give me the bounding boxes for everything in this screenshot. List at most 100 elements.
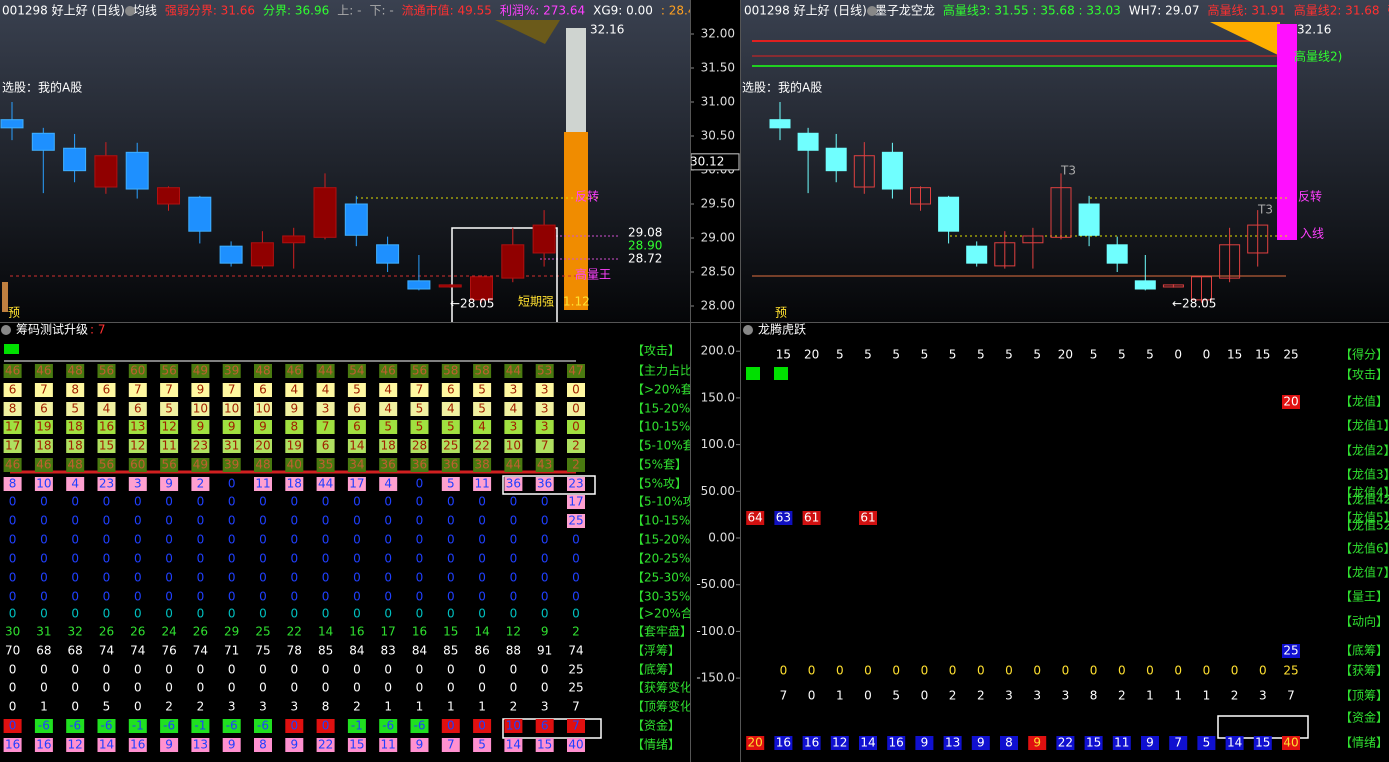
cell-bg bbox=[379, 719, 398, 733]
annotation: 选股：我的A股 bbox=[742, 80, 822, 95]
y-tick-label: 29.50 bbox=[701, 197, 735, 211]
cell-value: 14 bbox=[1227, 736, 1242, 750]
cell-bg bbox=[1282, 395, 1300, 409]
cell-value: 0 bbox=[1203, 664, 1211, 678]
cell-value: 0 bbox=[353, 663, 361, 677]
cell-bg bbox=[1282, 736, 1300, 750]
cell-bg bbox=[191, 439, 210, 453]
cell-value: 0 bbox=[134, 607, 142, 621]
cell-value: 0 bbox=[447, 571, 455, 585]
cell-value: 3 bbox=[322, 402, 330, 416]
cell-bg bbox=[254, 477, 272, 491]
cell-value: 6 bbox=[103, 383, 111, 397]
cell-bg bbox=[504, 439, 523, 453]
cell-value: 0 bbox=[134, 552, 142, 566]
cell-value: 0 bbox=[478, 719, 486, 733]
cell-value: 9 bbox=[1033, 736, 1041, 750]
cell-bg bbox=[128, 719, 147, 733]
cell-value: 0 bbox=[416, 681, 424, 695]
cell-bg bbox=[316, 383, 335, 397]
cell-value: 0 bbox=[921, 664, 929, 678]
cell-bg bbox=[97, 477, 116, 491]
cell-bg bbox=[567, 402, 585, 416]
cell-value: 0 bbox=[134, 663, 142, 677]
cell-bg bbox=[410, 420, 429, 434]
row-label: 【主力占比 bbox=[632, 363, 692, 378]
collapse-icon[interactable] bbox=[125, 6, 135, 16]
cell-value: 5 bbox=[165, 402, 173, 416]
candle-body bbox=[938, 196, 960, 232]
cell-value: 0 bbox=[165, 514, 173, 528]
cell-value: 8 bbox=[259, 738, 267, 752]
cell-bg bbox=[34, 738, 53, 752]
cell-value: 9 bbox=[541, 625, 549, 639]
cell-value: 0 bbox=[134, 681, 142, 695]
y-tick-label: 0.00 bbox=[708, 531, 735, 545]
cell-value: 0 bbox=[1174, 664, 1182, 678]
cell-value: 23 bbox=[99, 477, 114, 491]
cell-value: 12 bbox=[130, 439, 145, 453]
row-label: 【龙值3】 bbox=[1340, 467, 1389, 482]
collapse-icon[interactable] bbox=[1, 325, 11, 335]
cell-value: 9 bbox=[977, 736, 985, 750]
indicator-bar bbox=[1277, 24, 1297, 240]
cell-value: 0 bbox=[384, 533, 392, 547]
cell-value: 0 bbox=[165, 552, 173, 566]
cell-value: 9 bbox=[290, 402, 298, 416]
cell-bg bbox=[567, 477, 585, 491]
cell-value: 0 bbox=[510, 571, 518, 585]
cell-value: 0 bbox=[808, 689, 816, 703]
cell-value: 0 bbox=[353, 681, 361, 695]
annotation: 选股：我的A股 bbox=[2, 80, 82, 95]
cell-value: 10 bbox=[36, 477, 51, 491]
cell-value: 0 bbox=[447, 514, 455, 528]
cell-bg bbox=[316, 719, 335, 733]
cell-bg bbox=[1000, 736, 1018, 750]
cell-bg bbox=[66, 402, 85, 416]
cell-bg bbox=[347, 458, 366, 472]
header-field: 强弱分 bbox=[1388, 4, 1389, 18]
cell-value: 0 bbox=[416, 607, 424, 621]
cell-value: 0 bbox=[228, 552, 236, 566]
cell-bg bbox=[1056, 736, 1075, 750]
cell-value: 17 bbox=[568, 495, 583, 509]
cell-bg bbox=[441, 458, 460, 472]
cell-value: 0 bbox=[228, 477, 236, 491]
cell-value: 0 bbox=[447, 607, 455, 621]
cell-value: 0 bbox=[572, 571, 580, 585]
cell-bg bbox=[97, 439, 116, 453]
row-label: 【5%套】 bbox=[632, 458, 687, 472]
cell-value: 5 bbox=[1005, 348, 1013, 362]
y-tick-label: 50.00 bbox=[701, 484, 735, 498]
cell-bg bbox=[567, 420, 585, 434]
candle-body bbox=[313, 187, 337, 238]
cell-value: 8 bbox=[9, 402, 17, 416]
cell-value: 0 bbox=[103, 552, 111, 566]
cell-value: 40 bbox=[287, 458, 302, 472]
row-label: 【资金】 bbox=[1340, 710, 1388, 725]
cell-value: 0 bbox=[103, 533, 111, 547]
cell-value: 25 bbox=[568, 514, 583, 528]
candle-body bbox=[407, 280, 431, 290]
collapse-icon[interactable] bbox=[867, 6, 877, 16]
cell-value: -6 bbox=[101, 719, 113, 733]
header-field: 分界: 36.96 bbox=[263, 4, 329, 18]
cell-value: 0 bbox=[478, 514, 486, 528]
cell-value: 5 bbox=[977, 348, 985, 362]
cell-value: 0 bbox=[864, 689, 872, 703]
candle-body bbox=[376, 244, 400, 264]
cell-value: 84 bbox=[349, 644, 364, 658]
cell-value: 14 bbox=[860, 736, 875, 750]
cell-value: 0 bbox=[447, 719, 455, 733]
cell-value: 0 bbox=[541, 663, 549, 677]
cell-bg bbox=[379, 477, 398, 491]
cell-bg bbox=[473, 458, 492, 472]
cell-value: 7 bbox=[572, 700, 580, 714]
cell-value: 0 bbox=[290, 719, 298, 733]
cell-value: -6 bbox=[69, 719, 81, 733]
annotation: 预 bbox=[8, 306, 20, 320]
cell-bg bbox=[347, 364, 366, 378]
cell-value: 0 bbox=[572, 402, 580, 416]
collapse-icon[interactable] bbox=[743, 325, 753, 335]
